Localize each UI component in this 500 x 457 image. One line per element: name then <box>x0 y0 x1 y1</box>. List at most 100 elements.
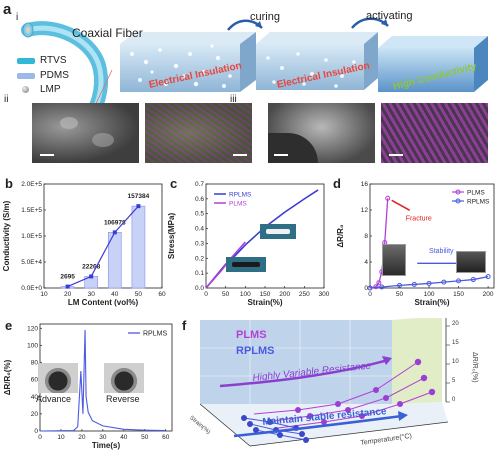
reverse-label: Reverse <box>106 394 140 404</box>
y-tick-label: 1.0E+5 <box>21 233 42 240</box>
y-tick-label: 16 <box>361 181 369 188</box>
stress-curve-plms <box>205 241 246 289</box>
x-tick-label: 40 <box>120 434 128 441</box>
conductivity-bar-chart: 10 20 30 40 50 60 0.0E+0 5.0E+4 1.0E+5 1.5E+5 2.0E… <box>2 181 166 307</box>
x-tick-label: 0 <box>204 291 208 298</box>
x-axis-label: LM Content (vol%) <box>68 298 139 307</box>
stable-resistance-arrow <box>233 414 403 438</box>
legend-marker-plms <box>455 189 461 195</box>
panel-c-label: c <box>170 176 178 191</box>
x-tick-label: 150 <box>260 291 271 298</box>
y-axis-label: Stress(MPa) <box>167 213 176 260</box>
bar-data-label: 157384 <box>128 193 150 200</box>
data-point-rplms <box>397 282 403 288</box>
stability-photo <box>456 251 486 273</box>
y-tick-label: 0.0E+0 <box>21 285 42 292</box>
panel-e-label: e <box>5 318 13 333</box>
conductivity-point <box>112 230 117 235</box>
y-tick-label: 0 <box>34 428 38 435</box>
y-tick-label: 0.7 <box>195 181 204 188</box>
y-tick-label: 1.5E+5 <box>21 207 42 214</box>
bar-data-label: 22268 <box>82 263 100 270</box>
legend-label-rplms: RPLMS <box>229 192 252 199</box>
y-tick-label: 20 <box>31 411 39 418</box>
conductivity-point <box>89 274 94 279</box>
y-tick-label: 0.0 <box>195 285 204 292</box>
resistance-strain-chart: 0 50 100 150 200 0 4 8 12 16 Strain(%) ΔR/R₀ PLMS RPL… <box>336 181 495 307</box>
fracture-photo <box>382 244 406 276</box>
bar-data-label: 2695 <box>60 274 75 281</box>
y-tick-label: 40 <box>31 394 39 401</box>
x-tick-label: 50 <box>396 291 404 298</box>
y-tick-label: 12 <box>361 207 369 214</box>
resistance-curve-plms <box>369 198 389 289</box>
panel-b-label: b <box>5 176 13 191</box>
x-tick-label: 30 <box>88 291 96 298</box>
legend-marker-rplms <box>455 198 461 204</box>
resistance-time-chart: 0 10 20 30 40 50 60 0 20 40 60 80 100 120 Time(s) ΔR/R₀… <box>3 323 173 450</box>
pdms-legend-label: PDMS <box>40 70 69 81</box>
x-tick-label: 30 <box>99 434 107 441</box>
panel-a-label: a <box>3 1 12 18</box>
y-tick-label: 0.5 <box>195 211 204 218</box>
y-tick-label: 2.0E+5 <box>21 181 42 188</box>
variable-resistance-arrow <box>219 358 389 388</box>
conductivity-bar <box>131 205 146 289</box>
y-tick-label: 0.1 <box>195 270 204 277</box>
x-tick-label: 40 <box>111 291 119 298</box>
panel-a-sub-i: i <box>16 12 19 23</box>
legend-label-rplms: RPLMS <box>143 331 167 338</box>
pdms-legend-swatch <box>17 73 35 79</box>
eds-map-1 <box>145 103 252 163</box>
x-tick-label: 100 <box>240 291 251 298</box>
x-tick-label: 250 <box>299 291 310 298</box>
x-tick-label: 150 <box>453 291 464 298</box>
reverse-photo <box>104 363 144 393</box>
sem-image-1 <box>32 103 139 163</box>
x-tick-label: 50 <box>141 434 149 441</box>
composite-block-2 <box>256 32 378 90</box>
x-axis-label: Strain(%) <box>247 298 282 307</box>
resistance-axis-label: ΔR/R₀(%) <box>471 352 478 383</box>
x-tick-label: 20 <box>78 434 86 441</box>
y-tick-label: 4 <box>364 259 368 266</box>
data-point-plms <box>376 280 382 286</box>
x-tick-label: 10 <box>57 434 65 441</box>
x-tick-label: 60 <box>162 434 170 441</box>
rtvs-legend-label: RTVS <box>40 55 67 66</box>
data-point-rplms <box>367 285 373 291</box>
panel-f-label: f <box>182 318 187 333</box>
x-tick-label: 10 <box>40 291 48 298</box>
y-tick-label: 5.0E+4 <box>21 259 42 266</box>
fiber-title: Coaxial Fiber <box>72 26 143 40</box>
y-tick-label: 8 <box>364 233 368 240</box>
x-tick-label: 0 <box>38 434 42 441</box>
data-point-rplms <box>485 274 491 280</box>
y-tick-label: 100 <box>27 342 38 349</box>
conductivity-trend-line <box>67 205 139 288</box>
x-tick-label: 60 <box>158 291 166 298</box>
y-axis-label: Conductivity (S/m) <box>2 200 11 271</box>
3d-temperature-strain-plot <box>199 318 450 447</box>
y-tick-label: 0 <box>364 285 368 292</box>
y-tick-label: 0.2 <box>195 255 204 262</box>
y-axis-label: ΔR/R₀ <box>336 224 345 248</box>
data-point-rplms <box>426 280 432 286</box>
rplms-legend-label: RPLMS <box>236 345 275 357</box>
conductivity-point <box>136 204 141 209</box>
x-tick-label: 200 <box>483 291 494 298</box>
rtvs-legend-swatch <box>17 58 35 64</box>
x-tick-label: 200 <box>279 291 290 298</box>
specimen-photo-1 <box>260 224 296 239</box>
curing-label: curing <box>250 11 280 23</box>
panel-a-schematic <box>21 17 488 125</box>
x-tick-label: 0 <box>368 291 372 298</box>
activating-label: activating <box>366 10 413 22</box>
z-tick-10: 10 <box>452 359 459 365</box>
panel-a-sub-iii: iii <box>230 94 237 105</box>
y-tick-label: 0.6 <box>195 196 204 203</box>
y-axis-label: ΔR/R₀(%) <box>3 359 12 395</box>
stability-annotation: Stability <box>429 248 454 255</box>
legend-label-plms: PLMS <box>467 190 485 197</box>
z-tick-0: 0 <box>452 397 456 403</box>
